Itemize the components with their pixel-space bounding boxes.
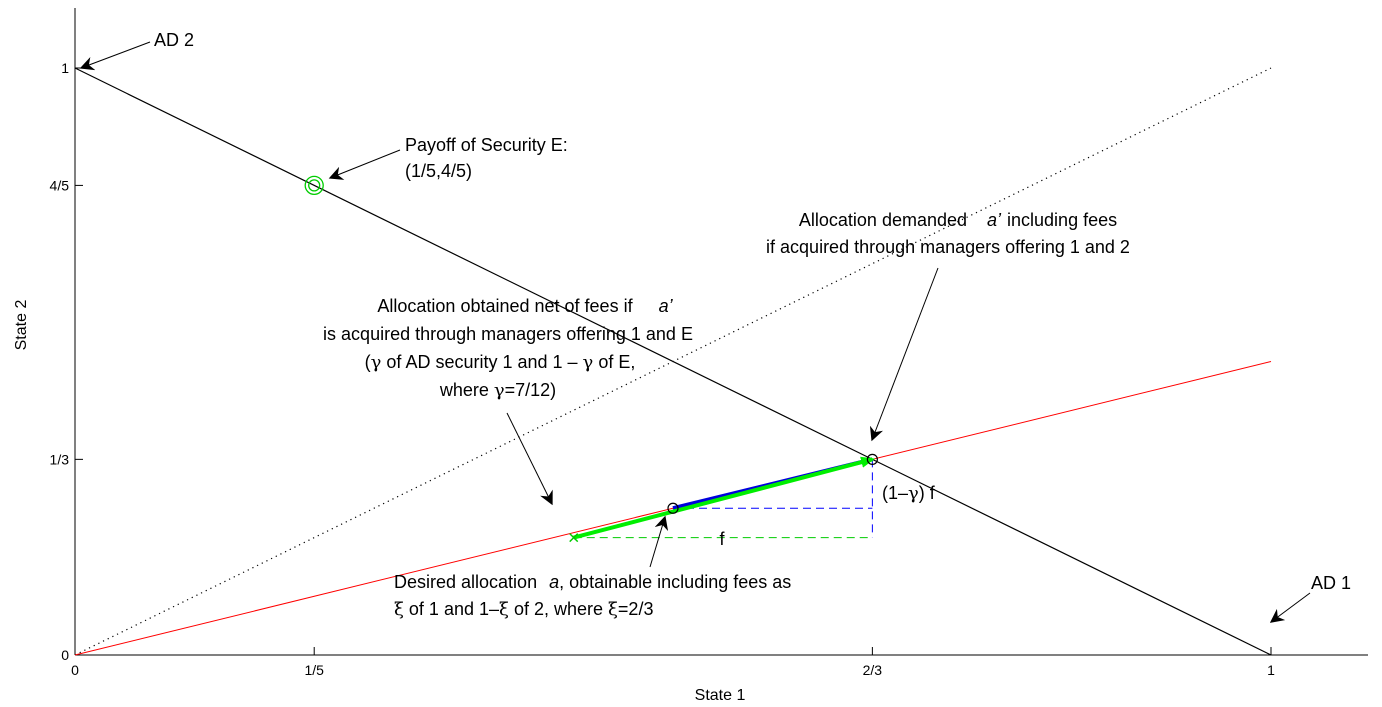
- ad1-label: AD 1: [1311, 573, 1351, 593]
- net-label-line4: where γ=7/12): [439, 380, 556, 401]
- desired-pointer-arrow: [649, 515, 669, 568]
- axes: [74, 8, 1368, 656]
- net-label-line2: is acquired through managers offering 1 …: [323, 324, 693, 344]
- x-tick-label-0: 0: [71, 662, 79, 678]
- demanded-pointer-arrow: [869, 267, 939, 442]
- x-tick-label-3: 1: [1267, 662, 1275, 678]
- desired-label-line1: Desired allocation a, obtainable includin…: [394, 572, 791, 592]
- fee-vertical-label: (1–γ) f: [882, 483, 936, 504]
- plot-lines: [74, 67, 1272, 656]
- net-label-line1: Allocation obtained net of fees if a’: [377, 296, 673, 316]
- security-e-pointer-arrow: [328, 149, 401, 180]
- demanded-label-line1: Allocation demanded a’ including fees: [799, 210, 1117, 230]
- security-e-label-line2: (1/5,4/5): [405, 161, 472, 181]
- ad1-pointer-arrow: [1269, 592, 1311, 623]
- allocation-a-prime-marker: [866, 453, 878, 465]
- net-label-line3: (γ of AD security 1 and 1 – γ of E,: [365, 352, 636, 373]
- plot-points: [304, 175, 878, 543]
- x-axis-title: State 1: [695, 687, 746, 704]
- desired-label-line2: ξ of 1 and 1–ξ of 2, where ξ=2/3: [394, 599, 653, 620]
- ticks: 0 1/5 2/3 1 0 1/3 4/5 1: [50, 60, 1276, 678]
- budget-line: [74, 67, 1272, 656]
- security-e-label-line1: Payoff of Security E:: [405, 135, 568, 155]
- net-of-fees-arrow: [573, 456, 876, 540]
- y-tick-label-0: 0: [61, 647, 69, 663]
- demanded-label-line2: if acquired through managers offering 1 …: [766, 237, 1130, 257]
- net-pointer-arrow: [506, 412, 553, 506]
- x-tick-label-1: 1/5: [304, 662, 324, 678]
- allocation-a-marker: [667, 502, 679, 514]
- ad2-pointer-arrow: [79, 41, 151, 71]
- security-e-marker: [304, 175, 324, 196]
- y-axis-title: State 2: [13, 300, 30, 351]
- annotation-arrows: [79, 41, 1311, 623]
- y-tick-label-3: 1: [61, 60, 69, 76]
- fee-horizontal-label: f: [719, 529, 725, 549]
- ad2-label: AD 2: [154, 30, 194, 50]
- x-tick-label-2: 2/3: [863, 662, 883, 678]
- y-tick-label-2: 4/5: [50, 177, 70, 193]
- annotations: AD 2 AD 1 Payoff of Security E: (1/5,4/5…: [154, 30, 1351, 620]
- net-allocation-marker: [569, 533, 579, 543]
- y-tick-label-1: 1/3: [50, 451, 70, 467]
